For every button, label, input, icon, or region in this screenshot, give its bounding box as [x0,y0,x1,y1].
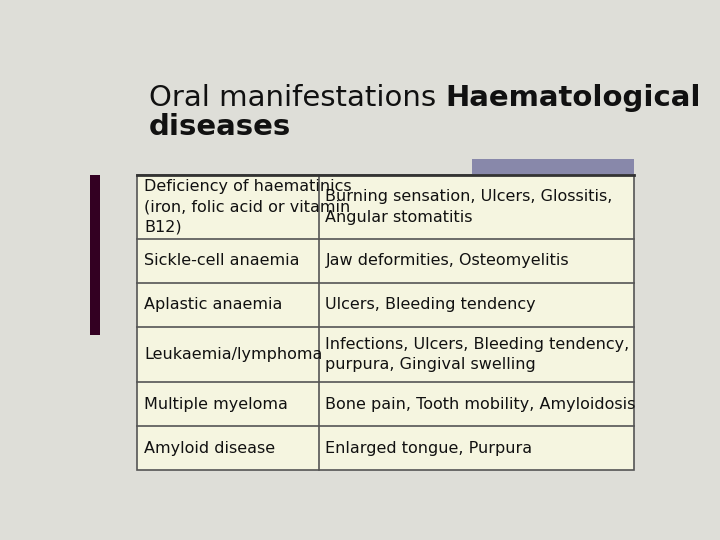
Text: Amyloid disease: Amyloid disease [144,441,275,456]
Text: Jaw deformities, Osteomyelitis: Jaw deformities, Osteomyelitis [325,253,569,268]
Text: Bone pain, Tooth mobility, Amyloidosis: Bone pain, Tooth mobility, Amyloidosis [325,397,636,412]
Text: Deficiency of haematinics
(iron, folic acid or vitamin
B12): Deficiency of haematinics (iron, folic a… [144,179,352,235]
Text: diseases: diseases [148,113,291,140]
Text: Aplastic anaemia: Aplastic anaemia [144,297,282,312]
Text: Multiple myeloma: Multiple myeloma [144,397,288,412]
Text: Burning sensation, Ulcers, Glossitis,
Angular stomatitis: Burning sensation, Ulcers, Glossitis, An… [325,189,613,225]
Text: Ulcers, Bleeding tendency: Ulcers, Bleeding tendency [325,297,536,312]
Text: Oral manifestations: Oral manifestations [148,84,445,112]
Text: Haematological: Haematological [445,84,701,112]
Text: Infections, Ulcers, Bleeding tendency,
purpura, Gingival swelling: Infections, Ulcers, Bleeding tendency, p… [325,337,630,372]
Bar [90,175,100,335]
Text: Enlarged tongue, Purpura: Enlarged tongue, Purpura [325,441,533,456]
Text: Sickle-cell anaemia: Sickle-cell anaemia [144,253,300,268]
Text: Leukaemia/lymphoma: Leukaemia/lymphoma [144,347,323,362]
Bar [138,175,634,470]
Bar [472,159,634,175]
